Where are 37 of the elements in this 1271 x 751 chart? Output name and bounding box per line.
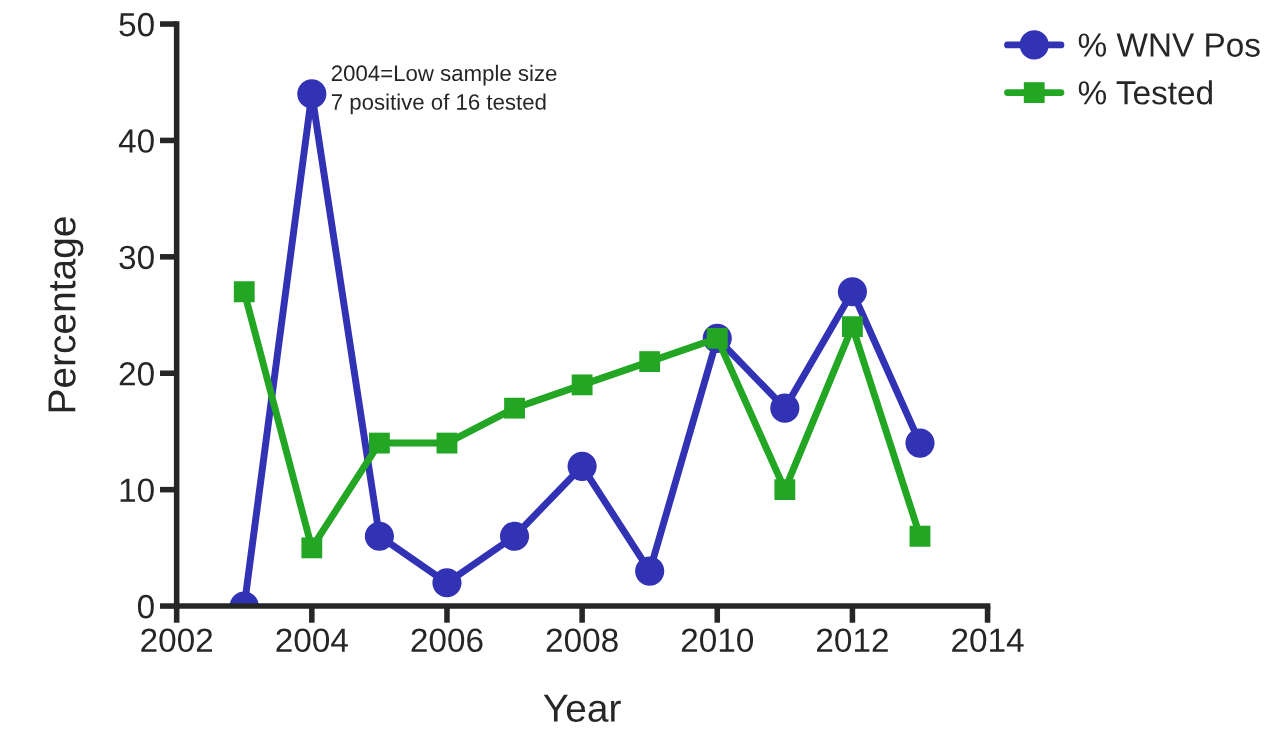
point (837, 277, 867, 307)
x-tick-label: 2008 (546, 628, 618, 653)
y-tick-label: 0 (137, 594, 154, 619)
point (639, 351, 661, 373)
y-axis-title: Percentage (48, 217, 84, 412)
point (770, 393, 800, 423)
point (504, 397, 525, 419)
y-tick-label: 50 (119, 12, 154, 37)
x-tick-label: 2002 (141, 628, 213, 653)
point (364, 521, 394, 551)
legend-label: % Tested (1078, 80, 1212, 105)
x-tick-label: 2006 (411, 628, 483, 653)
x-axis-title: Year (543, 694, 621, 722)
y-tick-label: 30 (119, 245, 154, 270)
point (432, 568, 462, 598)
x-tick-label: 2004 (276, 628, 348, 653)
point (297, 79, 327, 109)
point (905, 428, 935, 458)
point (842, 316, 863, 338)
point (774, 479, 796, 501)
x-tick-label: 2014 (952, 628, 1024, 653)
point (368, 432, 390, 454)
y-tick-label: 40 (118, 129, 154, 153)
point (635, 556, 665, 586)
y-tick-label: 10 (120, 478, 154, 503)
point (233, 281, 255, 303)
x-tick-label: 2010 (681, 628, 754, 653)
point (909, 525, 931, 547)
point (301, 537, 323, 559)
point (567, 451, 597, 481)
annotation: 2004=Low sample size 7 positive of 16 tested (331, 64, 557, 115)
y-tick-label: 20 (119, 362, 154, 386)
point (571, 374, 593, 396)
point (436, 432, 458, 454)
x-tick-label: 2012 (817, 628, 888, 653)
legend-label: % WNV Pos (1078, 33, 1260, 57)
point (499, 521, 530, 551)
